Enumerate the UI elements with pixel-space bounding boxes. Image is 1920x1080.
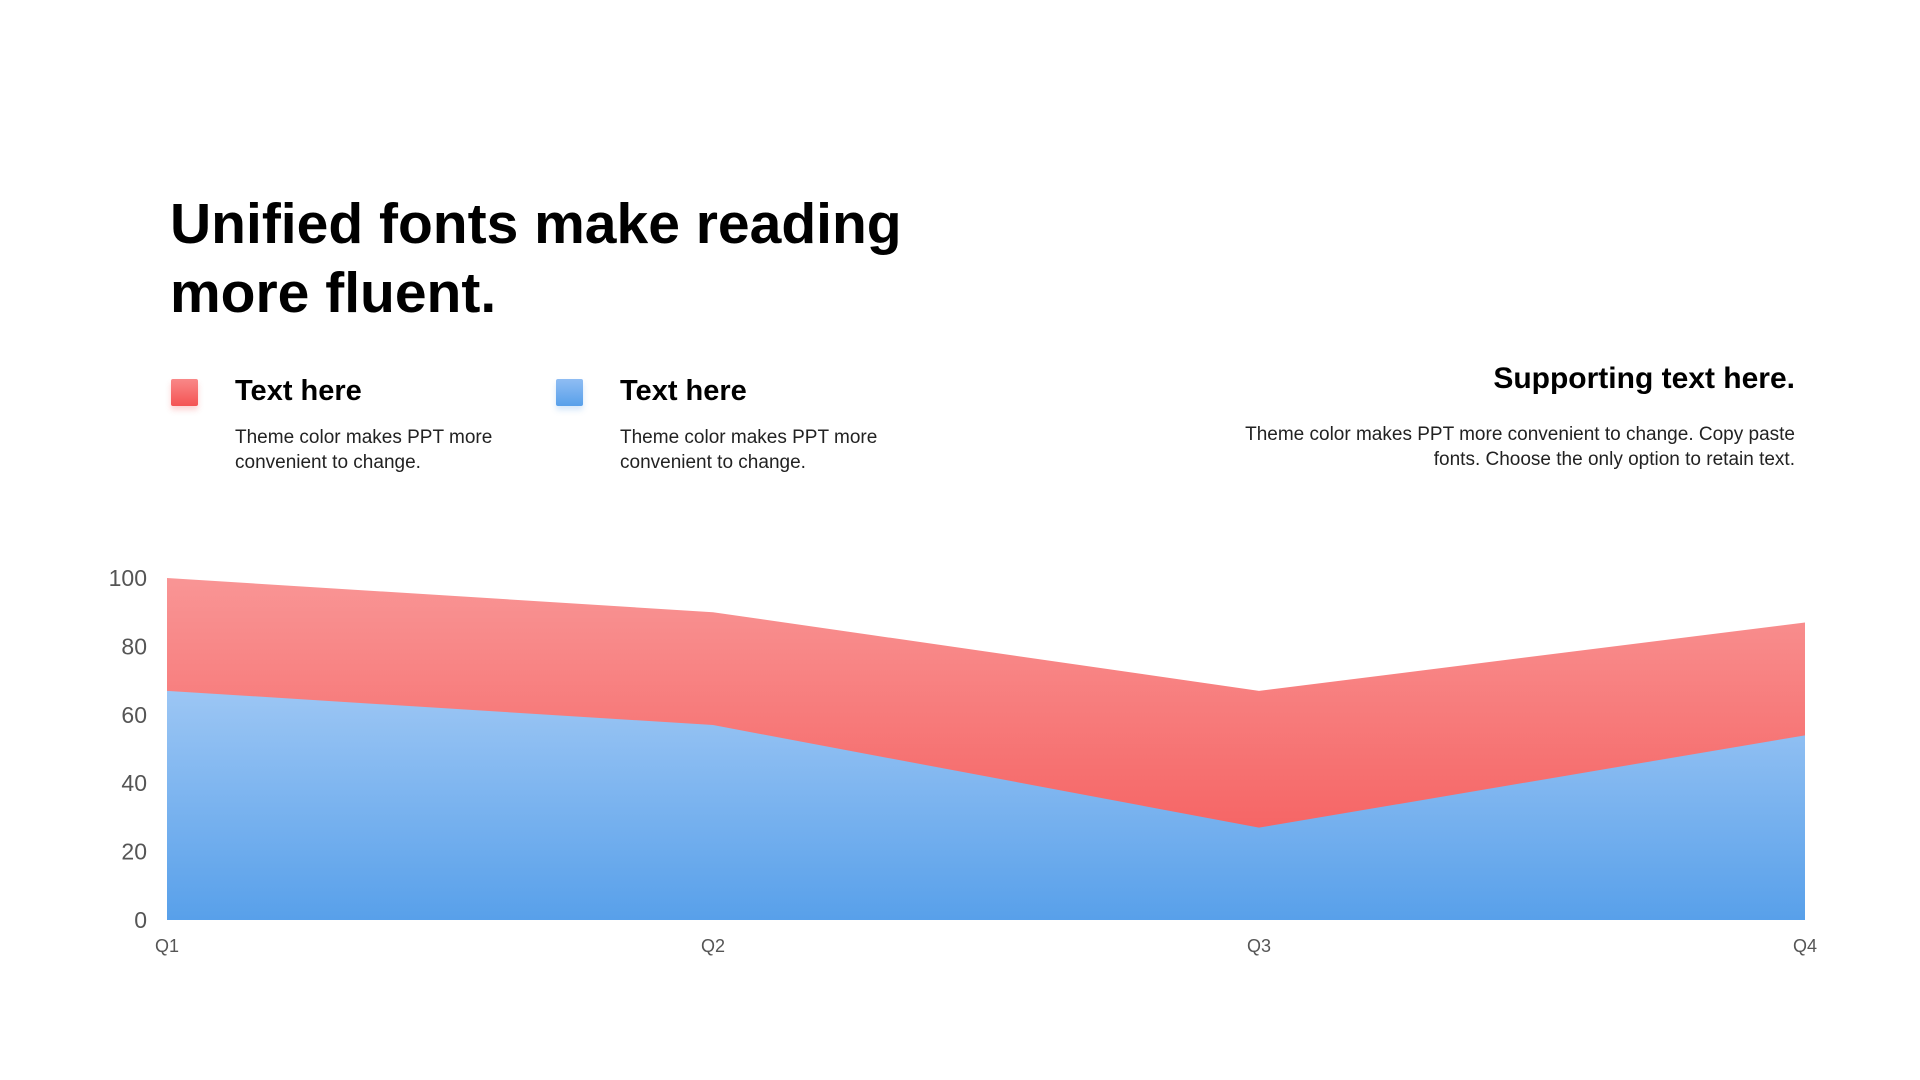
red-swatch-icon: [171, 379, 198, 406]
y-tick-label: 20: [121, 839, 147, 865]
y-tick-label: 60: [121, 702, 147, 728]
supporting-description: Theme color makes PPT more convenient to…: [1245, 424, 1795, 470]
slide-title: Unified fonts make reading more fluent.: [170, 192, 902, 325]
y-tick-label: 100: [109, 565, 147, 591]
x-tick-label: Q2: [701, 936, 725, 956]
x-tick-label: Q4: [1793, 936, 1817, 956]
y-tick-label: 80: [121, 633, 147, 659]
legend-title: Text here: [620, 375, 747, 407]
area-series-blue: [167, 690, 1805, 920]
x-tick-label: Q1: [155, 936, 179, 956]
supporting-title: Supporting text here.: [1493, 362, 1795, 395]
y-tick-label: 40: [121, 770, 147, 796]
legend-title: Text here: [235, 375, 362, 407]
legend-description: Theme color makes PPT more convenient to…: [620, 427, 878, 473]
supporting-text-block: Supporting text here. Theme color makes …: [1195, 362, 1795, 472]
y-tick-label: 0: [134, 907, 147, 933]
legend-description: Theme color makes PPT more convenient to…: [235, 427, 493, 473]
x-tick-label: Q3: [1247, 936, 1271, 956]
blue-swatch-icon: [556, 379, 583, 406]
